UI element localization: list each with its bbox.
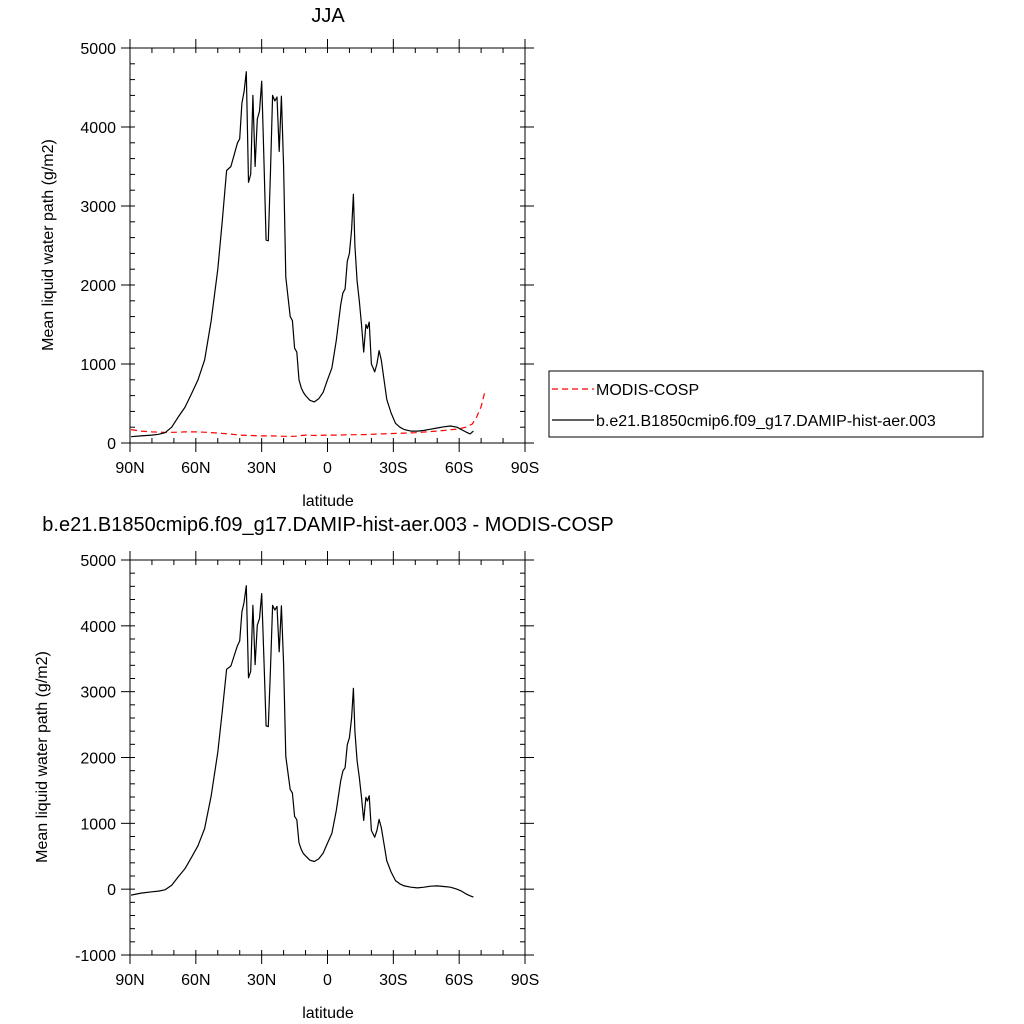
x-tick-label: 60N [181, 460, 210, 477]
x-axis-label: latitude [302, 493, 354, 510]
y-tick-label: 3000 [80, 199, 116, 216]
x-tick-label: 60N [181, 972, 210, 989]
y-tick-label: 4000 [80, 120, 116, 137]
y-tick-label: 0 [107, 882, 116, 899]
x-tick-label: 90N [115, 972, 144, 989]
y-tick-label: 2000 [80, 278, 116, 295]
x-tick-label: 90N [115, 460, 144, 477]
series-line-modis-cosp [131, 389, 487, 437]
plot-frame [129, 47, 526, 444]
series-line-difference [130, 585, 474, 898]
y-tick-label: 1000 [80, 357, 116, 374]
x-tick-label: 90S [511, 460, 539, 477]
y-tick-label: 4000 [80, 619, 116, 636]
x-axis-label: latitude [302, 1005, 354, 1022]
x-tick-label: 90S [511, 972, 539, 989]
x-tick-label: 0 [323, 972, 332, 989]
legend-frame [548, 370, 984, 438]
plot-frame [129, 559, 526, 956]
x-tick-label: 30S [379, 460, 407, 477]
minor-ticks [129, 47, 526, 444]
series-line-model [131, 71, 474, 438]
x-tick-label: 60S [445, 972, 473, 989]
x-tick-label: 30N [247, 972, 276, 989]
x-tick-label: 60S [445, 460, 473, 477]
major-ticks: 0 1000 2000 3000 4000 5000 90N 60N 30N 0 30S 60S 90S [80, 39, 539, 477]
y-tick-label: 2000 [80, 751, 116, 768]
y-axis-label: Mean liquid water path (g/m2) [34, 651, 51, 863]
y-tick-label: 1000 [80, 816, 116, 833]
y-tick-label: 5000 [80, 553, 116, 570]
panel-difference: b.e21.B1850cmip6.f09_g17.DAMIP-hist-aer.… [34, 514, 614, 1022]
chart-title: JJA [311, 5, 345, 27]
y-tick-label: 3000 [80, 685, 116, 702]
y-tick-label: 5000 [80, 41, 116, 58]
y-tick-label: 0 [107, 436, 116, 453]
major-ticks: -1000 0 1000 2000 3000 4000 5000 90N 60N 30N 0 30S 6… [75, 551, 539, 989]
legend-label-modis: MODIS-COSP [596, 382, 699, 399]
series-layer [130, 585, 474, 898]
legend: MODIS-COSP b.e21.B1850cmip6.f09_g17.DAMI… [548, 370, 984, 438]
chart-title: b.e21.B1850cmip6.f09_g17.DAMIP-hist-aer.… [42, 514, 613, 536]
series-layer [131, 71, 487, 438]
y-tick-label: -1000 [75, 948, 116, 965]
minor-ticks [129, 559, 526, 956]
y-axis-label: Mean liquid water path (g/m2) [40, 139, 57, 351]
x-tick-label: 30N [247, 460, 276, 477]
x-tick-label: 30S [379, 972, 407, 989]
x-tick-label: 0 [323, 460, 332, 477]
panel-jja: JJA 0 1000 2000 3000 4000 5000 90N 60N 30N 0 30S 60… [40, 5, 539, 510]
legend-label-model: b.e21.B1850cmip6.f09_g17.DAMIP-hist-aer.… [596, 413, 936, 430]
